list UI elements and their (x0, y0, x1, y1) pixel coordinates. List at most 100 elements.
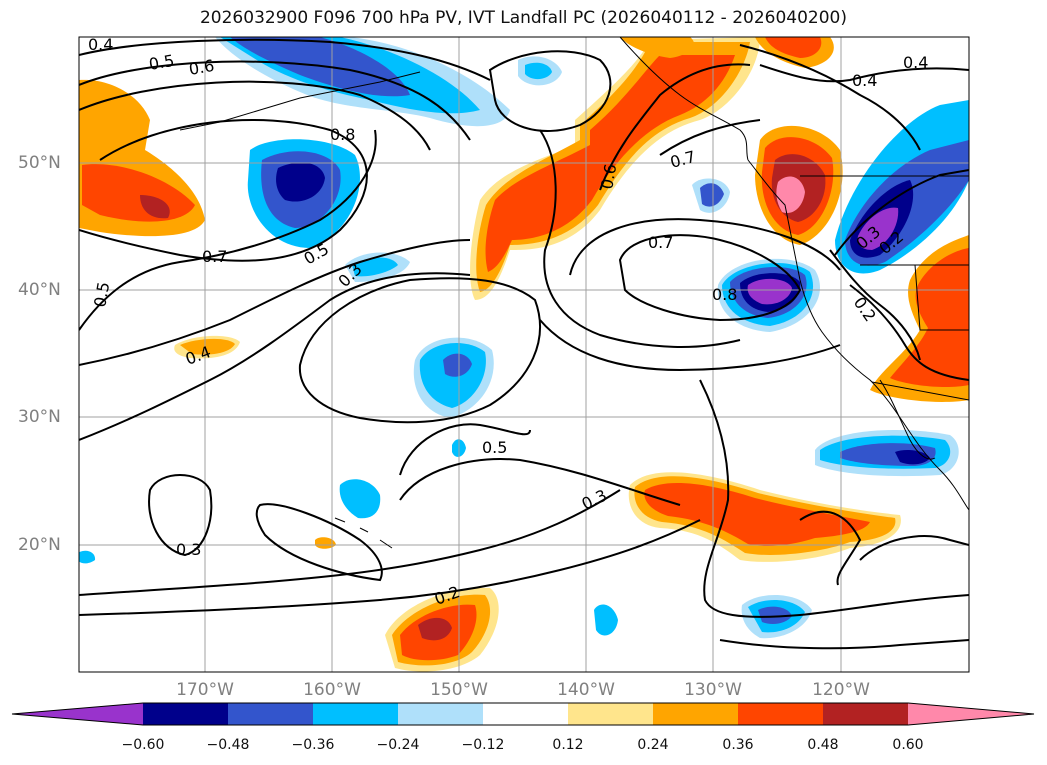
pv-contours (79, 38, 969, 650)
pv-contour (859, 535, 969, 561)
negative-anomaly (276, 162, 325, 202)
colorbar-segment (653, 703, 738, 725)
colorbar-segment (228, 703, 313, 725)
pv-contour (618, 234, 802, 322)
pv-contour (719, 639, 969, 650)
contour-label: 0.4 (852, 71, 877, 90)
coastlines (179, 37, 969, 549)
colorbar-tick: 0.48 (807, 737, 839, 753)
colorbar-tick: −0.48 (206, 737, 250, 753)
contour-label: 0.8 (330, 125, 355, 144)
positive-anomaly (765, 37, 822, 58)
positive-anomaly (180, 338, 235, 355)
contour-label: 0.8 (712, 285, 737, 304)
colorbar-segment (568, 703, 653, 725)
colorbar-extend-max (908, 703, 1034, 725)
lat-label-50n: 50°N (18, 153, 61, 173)
border-states (860, 264, 969, 331)
colorbar-tick: 0.24 (637, 737, 669, 753)
positive-anomaly (418, 617, 452, 641)
pv-contour (79, 80, 431, 151)
pv-contour (849, 284, 969, 381)
pv-contour (659, 119, 761, 156)
pv-contour (79, 38, 491, 81)
negative-anomaly (352, 257, 398, 277)
negative-anomaly (339, 479, 381, 519)
lon-label-170w: 170°W (176, 680, 234, 700)
pv-contour (255, 503, 383, 582)
contour-label: 0.4 (903, 53, 928, 72)
pv-contour (539, 129, 741, 348)
colorbar-segment (738, 703, 823, 725)
pv-contour (79, 519, 701, 616)
positive-anomaly (315, 537, 336, 549)
map-frame (78, 36, 970, 673)
colorbar-segment (823, 703, 908, 725)
pv-contour (79, 239, 471, 366)
lon-label-150w: 150°W (430, 680, 488, 700)
negative-anomaly (700, 183, 724, 207)
colorbar-tick: 0.60 (892, 737, 924, 753)
coastline-alaska (619, 37, 749, 161)
negative-anomaly (895, 450, 930, 465)
colorbar-segment (313, 703, 398, 725)
coastline-hawaii (334, 517, 393, 549)
positive-anomaly (140, 195, 170, 219)
positive-anomaly (620, 37, 694, 58)
contour-label: 0.3 (176, 540, 201, 559)
colorbar-tick: −0.24 (376, 737, 420, 753)
lat-label-20n: 20°N (18, 535, 61, 555)
pv-contour (834, 169, 969, 256)
lat-label-40n: 40°N (18, 280, 61, 300)
pv-contour (399, 458, 681, 506)
pv-contour (298, 277, 541, 424)
colorbar-segment (398, 703, 483, 725)
positive-anomaly (644, 483, 870, 546)
border-us-mexico (871, 381, 969, 401)
pv-contour (699, 379, 969, 618)
colorbar-tick: 0.36 (722, 737, 754, 753)
coastline-north-america (747, 159, 969, 511)
pv-contour (79, 119, 368, 262)
lon-label-140w: 140°W (557, 680, 615, 700)
pv-contour (79, 489, 621, 596)
negative-anomaly (594, 604, 618, 636)
pv-contour (399, 423, 531, 476)
lon-label-120w: 120°W (812, 680, 870, 700)
negative-anomaly (443, 353, 472, 377)
lon-label-160w: 160°W (303, 680, 361, 700)
pv-contour (79, 129, 377, 331)
pv-contour (79, 60, 471, 141)
pv-contour (569, 218, 841, 276)
negative-anomaly (79, 550, 96, 564)
colorbar-tick: −0.36 (291, 737, 335, 753)
contour-label: 0.5 (147, 51, 175, 74)
pv-contour (148, 474, 213, 557)
contour-label: 0.5 (90, 280, 113, 308)
colorbar-tick: 0.12 (552, 737, 584, 753)
pv-contour (599, 63, 751, 191)
contour-label: 0.6 (597, 162, 620, 190)
coastline-baja (879, 379, 936, 460)
contour-label: 0.6 (187, 56, 215, 79)
colorbar-segment (483, 703, 568, 725)
map-title: 2026032900 F096 700 hPa PV, IVT Landfall… (199, 8, 847, 28)
contour-label: 0.5 (482, 438, 507, 457)
positive-anomaly (890, 248, 969, 388)
pv-contour (488, 50, 612, 132)
colorbar-segment (143, 703, 228, 725)
negative-anomaly (525, 62, 552, 80)
pv-contour (759, 64, 969, 83)
negative-anomaly (857, 207, 899, 250)
pv-contour (799, 510, 862, 586)
contour-label: 0.7 (648, 233, 673, 252)
colorbar-tick: −0.12 (461, 737, 505, 753)
negative-anomaly (758, 606, 792, 624)
colorbar-extend-min (12, 703, 143, 725)
contour-label: 0.4 (88, 35, 113, 54)
negative-anomaly (747, 278, 792, 305)
colorbar-outline (11, 702, 1035, 726)
pv-contour (79, 272, 471, 441)
colorbar-tick: −0.60 (121, 737, 165, 753)
